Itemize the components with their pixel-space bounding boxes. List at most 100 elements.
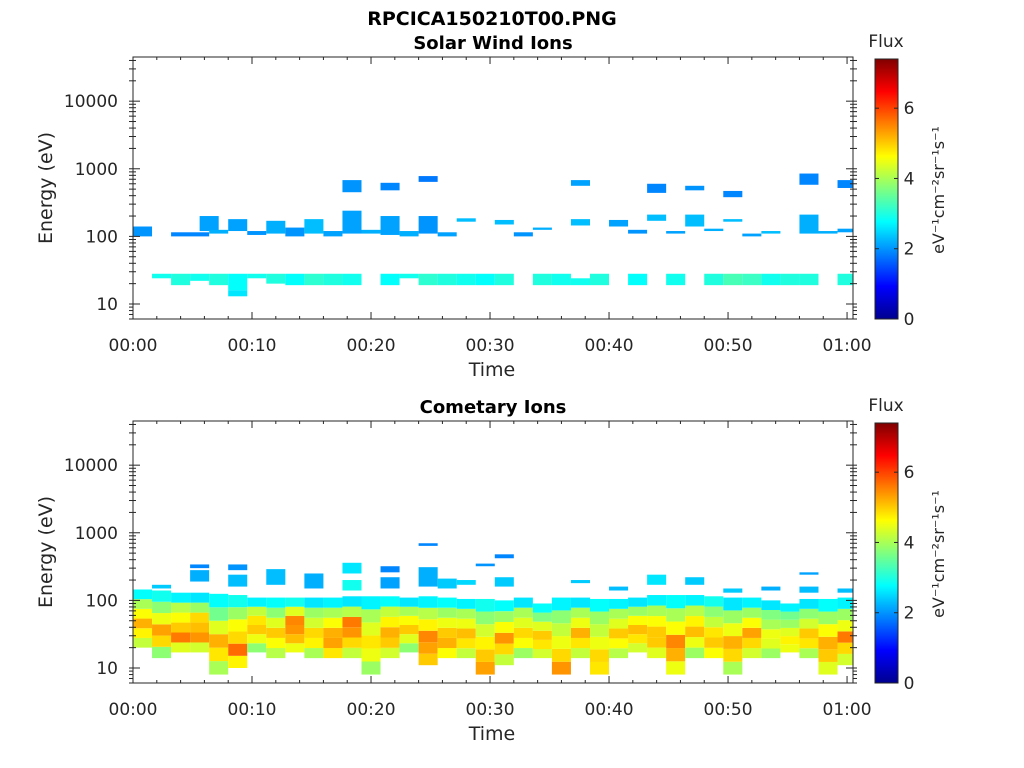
flux-cell	[380, 647, 400, 659]
flux-cell	[399, 643, 419, 653]
flux-cell	[589, 598, 610, 612]
flux-cell	[513, 627, 533, 638]
flux-cell	[780, 636, 800, 645]
flux-cell	[742, 607, 762, 618]
flux-cell	[456, 273, 476, 286]
flux-cell	[799, 628, 819, 639]
y-axis-label: Energy (eV)	[35, 496, 57, 608]
x-tick-label: 00:10	[228, 336, 277, 356]
flux-cell	[494, 643, 514, 655]
flux-cell	[647, 214, 667, 221]
spectrogram-panel-1: Solar Wind Ions 00:00 00:10 00:20 00:30 00:40…	[35, 32, 948, 381]
x-tick-label: 00:40	[585, 336, 634, 356]
flux-cell	[228, 273, 248, 291]
flux-cell	[342, 580, 362, 591]
flux-cell	[437, 627, 457, 638]
flux-cell	[152, 273, 172, 279]
flux-cell	[475, 611, 495, 625]
flux-cell	[456, 648, 476, 659]
flux-cell	[647, 605, 667, 617]
flux-cell	[361, 661, 381, 675]
flux-cell	[190, 612, 210, 623]
flux-cell	[570, 607, 590, 618]
flux-cell	[609, 628, 629, 639]
flux-cell	[323, 273, 343, 286]
colorbar-tick-label: 0	[904, 310, 915, 330]
flux-cell	[723, 623, 743, 637]
colorbar-gradient	[874, 58, 899, 320]
flux-cell	[685, 626, 705, 638]
flux-cell	[532, 630, 552, 640]
flux-cell	[799, 214, 819, 234]
flux-cell	[799, 638, 819, 649]
flux-cell	[570, 617, 590, 628]
x-tick-label: 01:00	[823, 336, 872, 356]
flux-cell	[171, 622, 191, 633]
flux-cell	[456, 598, 476, 609]
flux-cell	[152, 601, 172, 614]
flux-cell	[609, 598, 629, 609]
flux-cell	[361, 622, 381, 636]
flux-cell	[609, 638, 629, 649]
x-tick-label: 00:20	[347, 336, 396, 356]
flux-cell	[199, 216, 219, 232]
flux-cell	[799, 273, 819, 286]
flux-cell	[799, 598, 819, 609]
flux-cell	[399, 606, 419, 616]
flux-cell	[723, 588, 743, 593]
flux-cell	[666, 661, 686, 675]
flux-cell	[304, 273, 324, 286]
flux-cell	[285, 597, 305, 607]
flux-cell	[152, 624, 172, 636]
flux-cell	[342, 647, 362, 659]
flux-cell	[761, 638, 781, 649]
flux-cell	[399, 634, 419, 644]
flux-cell	[761, 648, 781, 659]
flux-cell	[761, 273, 781, 286]
flux-cell	[780, 619, 800, 628]
flux-cell	[380, 216, 400, 235]
flux-cell	[323, 607, 343, 618]
flux-cell	[190, 564, 210, 569]
flux-cell	[570, 180, 590, 186]
flux-cell	[228, 574, 248, 587]
flux-cell	[266, 637, 286, 649]
flux-cell	[190, 602, 210, 613]
flux-cell	[494, 273, 514, 286]
flux-cell	[532, 603, 552, 613]
colorbar-tick-label: 4	[904, 533, 915, 553]
flux-cell	[628, 597, 648, 607]
flux-cell	[570, 648, 590, 659]
flux-cell	[399, 273, 419, 279]
flux-cell	[780, 627, 800, 637]
flux-cell	[704, 627, 724, 638]
flux-cell	[666, 634, 686, 649]
flux-cell	[513, 648, 533, 659]
flux-cell	[228, 631, 248, 644]
flux-cell	[837, 273, 853, 286]
colorbar: Flux 0 2 4 6 eV⁻¹cm⁻²sr⁻¹s⁻¹	[868, 32, 948, 330]
flux-cell	[361, 229, 381, 234]
flux-cell	[266, 273, 286, 284]
flux-cell	[704, 596, 724, 607]
flux-cell	[589, 611, 610, 625]
flux-cell	[228, 290, 248, 297]
flux-cell	[209, 607, 229, 621]
flux-cell	[456, 218, 476, 222]
flux-cell	[171, 632, 191, 643]
flux-cell	[266, 627, 286, 638]
flux-cell	[228, 564, 248, 571]
flux-cell	[628, 615, 648, 626]
flux-cell	[437, 607, 457, 618]
flux-cell	[152, 590, 172, 602]
flux-cell	[152, 584, 172, 589]
flux-cell	[361, 635, 381, 649]
flux-cell	[133, 608, 153, 619]
flux-cell	[380, 637, 400, 648]
flux-cell	[342, 180, 362, 193]
flux-cell	[133, 618, 153, 629]
flux-cell	[647, 637, 667, 648]
flux-cell	[723, 661, 743, 675]
flux-cell	[209, 661, 229, 675]
